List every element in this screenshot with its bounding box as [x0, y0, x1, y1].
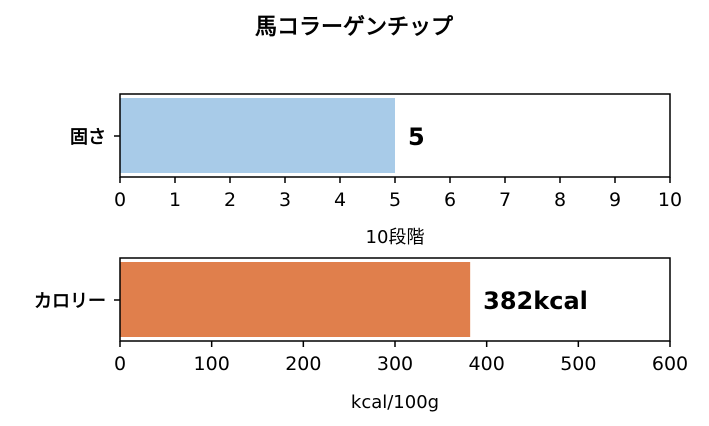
x-tick-label: 200 [285, 353, 321, 375]
x-tick-label: 9 [609, 189, 621, 211]
x-tick-label: 500 [560, 353, 596, 375]
y-label-calories: カロリー [34, 291, 106, 312]
panel-calories: カロリー 382kcal 0 100 200 300 400 500 600 kcal/10… [34, 257, 688, 413]
y-label-hardness: 固さ [70, 127, 106, 148]
x-tick-label: 7 [499, 189, 511, 211]
value-label-calories: 382kcal [483, 287, 588, 315]
x-tick-label: 1 [169, 189, 181, 211]
x-tick-label: 0 [114, 353, 126, 375]
x-ticks-hardness: 0 1 2 3 4 5 6 7 8 9 10 [114, 177, 682, 211]
bar-hardness [120, 98, 395, 173]
bar-calories [120, 262, 471, 337]
x-axis-label-calories: kcal/100g [351, 392, 439, 413]
x-tick-label: 600 [652, 353, 688, 375]
x-tick-label: 6 [444, 189, 456, 211]
chart-title: 馬コラーゲンチップ [255, 15, 454, 40]
x-tick-label: 0 [114, 189, 126, 211]
x-tick-label: 400 [469, 353, 505, 375]
x-tick-label: 8 [554, 189, 566, 211]
x-tick-label: 300 [377, 353, 413, 375]
x-tick-label: 5 [389, 189, 401, 211]
x-tick-label: 3 [279, 189, 291, 211]
x-tick-label: 10 [658, 189, 682, 211]
panel-hardness: 固さ 5 0 1 2 3 4 5 6 7 8 9 10 10段階 [70, 93, 682, 248]
x-tick-label: 2 [224, 189, 236, 211]
x-tick-label: 100 [194, 353, 230, 375]
x-axis-label-hardness: 10段階 [366, 227, 425, 248]
x-tick-label: 4 [334, 189, 346, 211]
x-ticks-calories: 0 100 200 300 400 500 600 [114, 341, 688, 375]
value-label-hardness: 5 [408, 123, 425, 151]
